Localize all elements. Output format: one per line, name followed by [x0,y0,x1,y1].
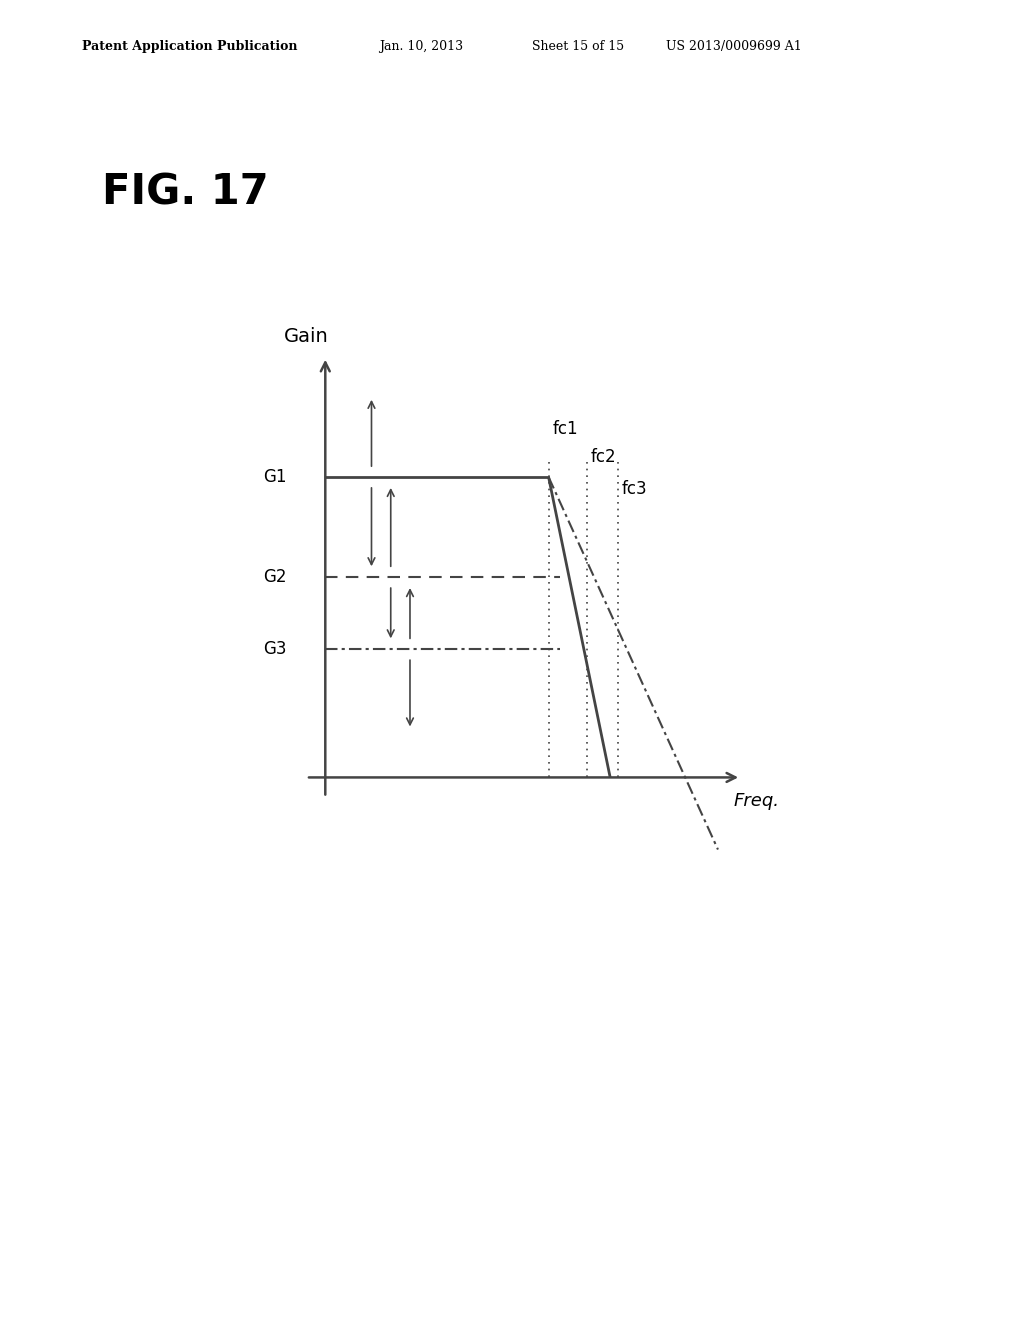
Text: Jan. 10, 2013: Jan. 10, 2013 [379,40,463,53]
Text: fc2: fc2 [591,447,616,466]
Text: G3: G3 [263,640,287,659]
Text: US 2013/0009699 A1: US 2013/0009699 A1 [666,40,802,53]
Text: G2: G2 [263,568,287,586]
Text: fc1: fc1 [552,420,578,438]
Text: fc3: fc3 [622,480,647,498]
Text: FIG. 17: FIG. 17 [102,172,269,214]
Text: Sheet 15 of 15: Sheet 15 of 15 [532,40,625,53]
Text: G1: G1 [263,469,287,486]
Text: Gain: Gain [284,327,329,346]
Text: Freq.: Freq. [733,792,779,810]
Text: Patent Application Publication: Patent Application Publication [82,40,297,53]
